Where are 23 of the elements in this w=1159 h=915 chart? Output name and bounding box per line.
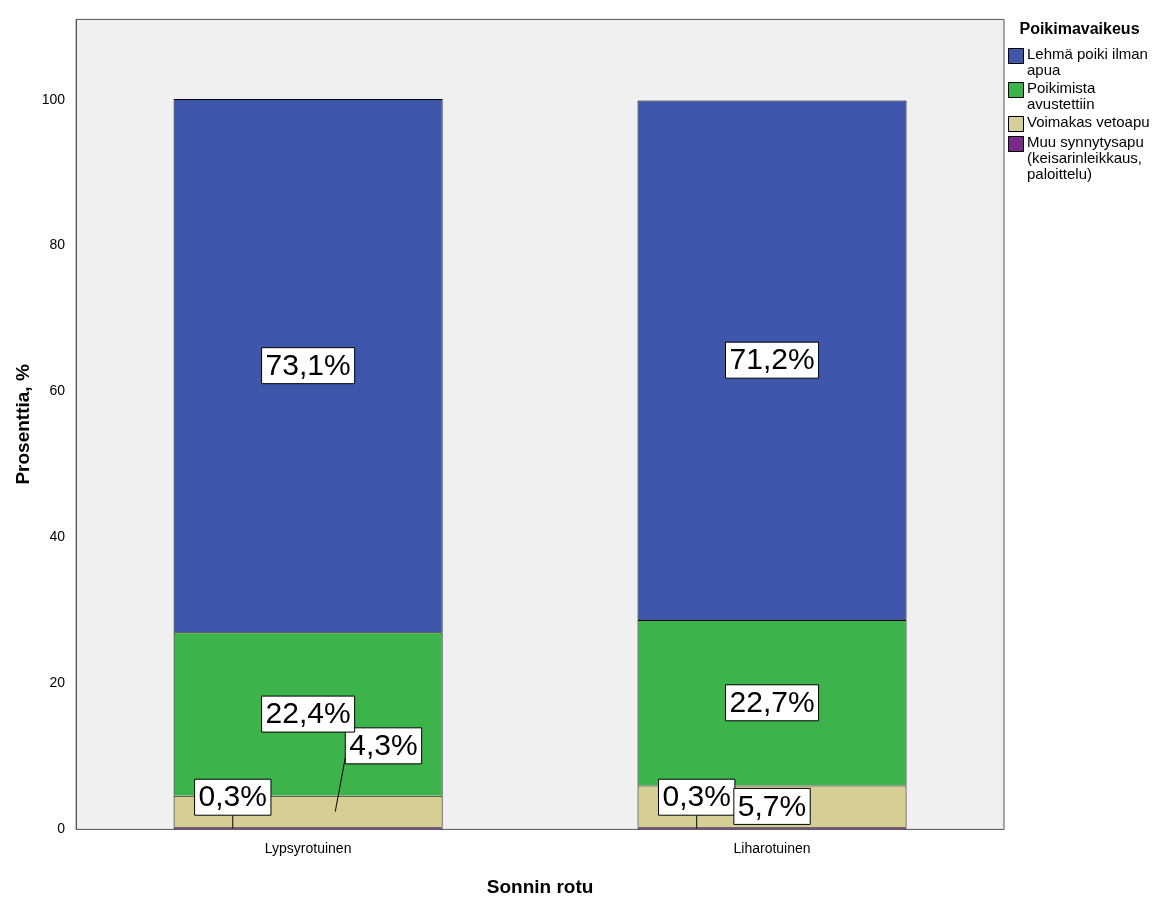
data-label: 5,7% — [737, 788, 807, 822]
legend-title: Poikimavaikeus — [1018, 20, 1141, 38]
y-tick-label: 100 — [41, 90, 66, 107]
data-label: 0,3% — [662, 779, 731, 813]
x-tick-label: Lypsyrotuinen — [264, 839, 352, 856]
data-label: 22,7% — [729, 685, 815, 719]
legend-label: Poikimista avustettiin — [1027, 79, 1097, 112]
legend-label: Voimakas vetoapu — [1027, 113, 1150, 130]
y-tick-label: 0 — [57, 820, 66, 837]
x-tick-label: Liharotuinen — [733, 839, 811, 856]
data-label: 0,3% — [198, 779, 267, 813]
data-label: 71,2% — [729, 342, 815, 376]
y-tick-label: 20 — [49, 674, 66, 691]
x-axis-title: Sonnin rotu — [486, 875, 594, 897]
data-label: 73,1% — [265, 347, 351, 381]
legend-label: Lehmä poiki ilman apua — [1027, 45, 1149, 78]
data-label: 4,3% — [349, 728, 418, 762]
y-axis-title: Prosenttia, % — [11, 364, 33, 485]
data-label: 22,4% — [265, 696, 351, 730]
y-tick-label: 80 — [49, 236, 66, 253]
y-tick-label: 40 — [49, 528, 66, 545]
legend-label: Muu synnytysapu (keisarinleikkaus, paloittelu) — [1027, 133, 1145, 182]
y-tick-label: 60 — [49, 382, 66, 399]
